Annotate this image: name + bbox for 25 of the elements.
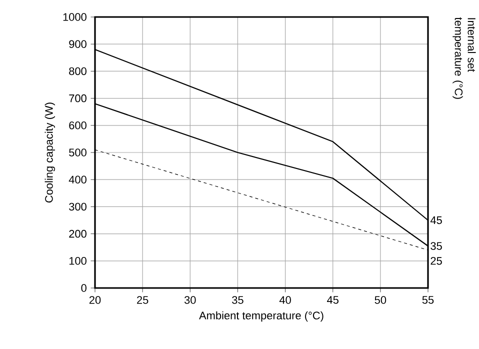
y-tick-label: 400 bbox=[68, 176, 86, 184]
x-axis-title: Ambient temperature (°C) bbox=[199, 311, 324, 322]
series-label: 35 bbox=[430, 242, 442, 250]
y-tick-label: 900 bbox=[69, 40, 86, 48]
y2-axis-title: Internal set temperature (°C) bbox=[452, 17, 476, 99]
x-tick-label: 55 bbox=[422, 296, 434, 304]
y-tick-label: 500 bbox=[69, 148, 86, 156]
y-tick-label: 0 bbox=[81, 284, 86, 292]
y-tick-label: 800 bbox=[69, 67, 86, 76]
y-axis-title: Cooling capacity (W) bbox=[44, 102, 56, 202]
y-tick-label: 300 bbox=[69, 202, 86, 211]
x-tick-label: 45 bbox=[327, 296, 338, 304]
x-tick-label: 20 bbox=[89, 296, 101, 304]
y-tick-label: 600 bbox=[69, 122, 86, 130]
x-tick-label: 40 bbox=[279, 296, 291, 304]
x-tick-label: 35 bbox=[232, 296, 244, 304]
x-tick-label: 50 bbox=[374, 296, 386, 304]
x-tick-label: 30 bbox=[184, 296, 196, 304]
y-tick-label: 1000 bbox=[63, 13, 86, 21]
series-label: 25 bbox=[430, 257, 442, 265]
series-label: 45 bbox=[430, 216, 442, 224]
y-tick-label: 700 bbox=[69, 94, 86, 102]
y-tick-label: 100 bbox=[69, 257, 86, 265]
y-tick-label: 200 bbox=[69, 230, 86, 238]
x-tick-label: 25 bbox=[137, 296, 148, 304]
